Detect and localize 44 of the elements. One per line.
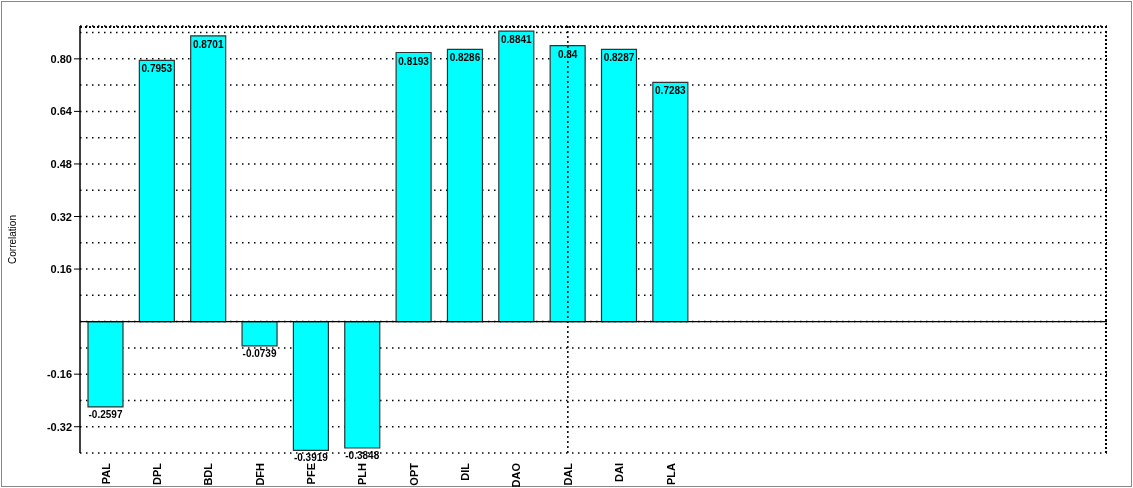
data-label: 0.8193 bbox=[398, 55, 430, 67]
data-label: 0.8841 bbox=[501, 34, 533, 46]
y-tick-label: -0.32 bbox=[46, 420, 72, 433]
bar bbox=[344, 321, 381, 449]
x-tick-label: DAL bbox=[561, 462, 574, 486]
data-label: 0.7953 bbox=[141, 63, 173, 75]
bar bbox=[87, 321, 124, 408]
x-tick-label: PLH bbox=[356, 462, 369, 485]
x-tick-label: BDL bbox=[202, 462, 215, 486]
bar bbox=[549, 45, 586, 323]
data-label: -0.3919 bbox=[293, 452, 329, 464]
data-label: 0.8286 bbox=[449, 52, 481, 64]
x-tick-label: PLA bbox=[664, 462, 677, 485]
data-label: 0.8701 bbox=[192, 38, 224, 50]
data-label: 0.84 bbox=[557, 48, 578, 60]
bar bbox=[241, 321, 278, 347]
bar bbox=[652, 81, 689, 323]
bar bbox=[190, 35, 227, 323]
x-tick-label: DAO bbox=[510, 462, 523, 488]
y-tick-label: -0.16 bbox=[46, 368, 72, 381]
x-tick-label: DIL bbox=[459, 462, 472, 481]
x-tick-label: PAL bbox=[99, 462, 112, 485]
x-tick-label: DAI bbox=[613, 463, 626, 482]
y-tick-label: 0.64 bbox=[50, 105, 73, 118]
bar bbox=[600, 48, 638, 323]
y-tick-label: 0.16 bbox=[50, 263, 72, 276]
y-tick-label: 0.32 bbox=[50, 210, 72, 223]
data-label: 0.7283 bbox=[655, 85, 687, 97]
bar bbox=[498, 30, 535, 323]
data-label: -0.2597 bbox=[88, 408, 123, 420]
bar bbox=[395, 51, 432, 323]
x-tick-label: DPL bbox=[151, 462, 164, 485]
y-axis-title: Correlation bbox=[6, 215, 18, 264]
y-tick-label: 0.80 bbox=[50, 52, 72, 65]
x-tick-label: DFH bbox=[253, 462, 266, 486]
x-tick-label: PFE bbox=[305, 463, 318, 485]
data-label: 0.8287 bbox=[603, 52, 635, 64]
y-tick-label: 0.48 bbox=[50, 157, 72, 170]
bar bbox=[292, 321, 329, 451]
data-label: -0.3848 bbox=[345, 450, 380, 462]
data-label: -0.0739 bbox=[242, 347, 277, 359]
bar bbox=[446, 48, 484, 323]
bar bbox=[138, 59, 175, 323]
x-tick-label: OPT bbox=[407, 462, 420, 486]
